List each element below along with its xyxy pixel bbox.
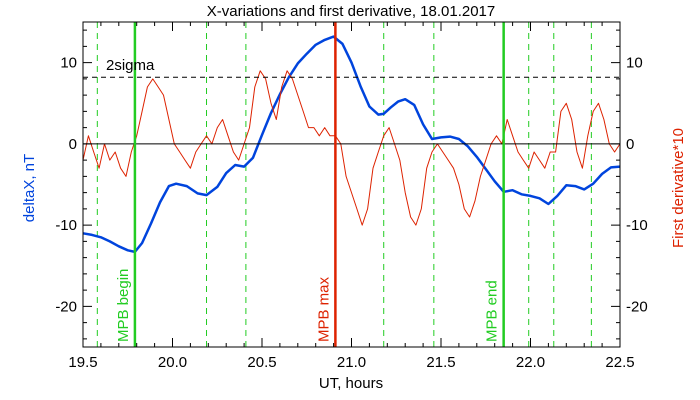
x-axis-label: UT, hours	[319, 375, 383, 392]
x-tick-label: 22.0	[516, 354, 545, 371]
chart-title: X-variations and first derivative, 18.01…	[207, 3, 496, 20]
series-derivative-line	[82, 70, 621, 226]
y-axis-label-left: deltaX, nT	[21, 154, 38, 222]
x-tick-label: 20.0	[158, 354, 187, 371]
y-tick-label-right: 0	[626, 136, 634, 153]
y-tick-label-right: -20	[626, 298, 648, 315]
y-tick-label-left: -10	[55, 217, 77, 234]
x-tick-label: 21.5	[426, 354, 455, 371]
series-deltax-line	[82, 35, 621, 254]
y-axis-label-right: First derivative*10	[670, 128, 687, 248]
y-tick-label-right: 10	[626, 55, 643, 72]
plot-frame	[82, 21, 621, 348]
series-layer	[82, 22, 621, 347]
threshold-layer	[83, 76, 620, 145]
x-tick-label: 20.5	[247, 354, 276, 371]
marker-label-mpb-begin: MPB begin	[115, 269, 132, 342]
marker-label-mpb-end: MPB end	[484, 280, 501, 342]
marker-layer: MPB begin MPB max MPB end	[115, 22, 505, 347]
y-tick-label-left: 0	[69, 136, 77, 153]
marker-label-mpb-max: MPB max	[315, 276, 332, 342]
threshold-label: 2sigma	[106, 57, 155, 74]
axes-layer: 19.5 20.0 20.5 21.0 21.5 22.0 22.5 -20 -10 0 10 -20…	[55, 21, 648, 371]
y-tick-label-left: -20	[55, 298, 77, 315]
x-tick-label: 21.0	[337, 354, 366, 371]
x-tick-label: 22.5	[605, 354, 634, 371]
y-tick-label-right: -10	[626, 217, 648, 234]
x-tick-label: 19.5	[68, 354, 97, 371]
y-tick-label-left: 10	[60, 55, 77, 72]
